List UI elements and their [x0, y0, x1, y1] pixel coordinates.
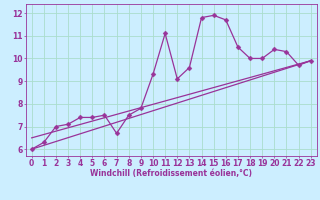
X-axis label: Windchill (Refroidissement éolien,°C): Windchill (Refroidissement éolien,°C): [90, 169, 252, 178]
